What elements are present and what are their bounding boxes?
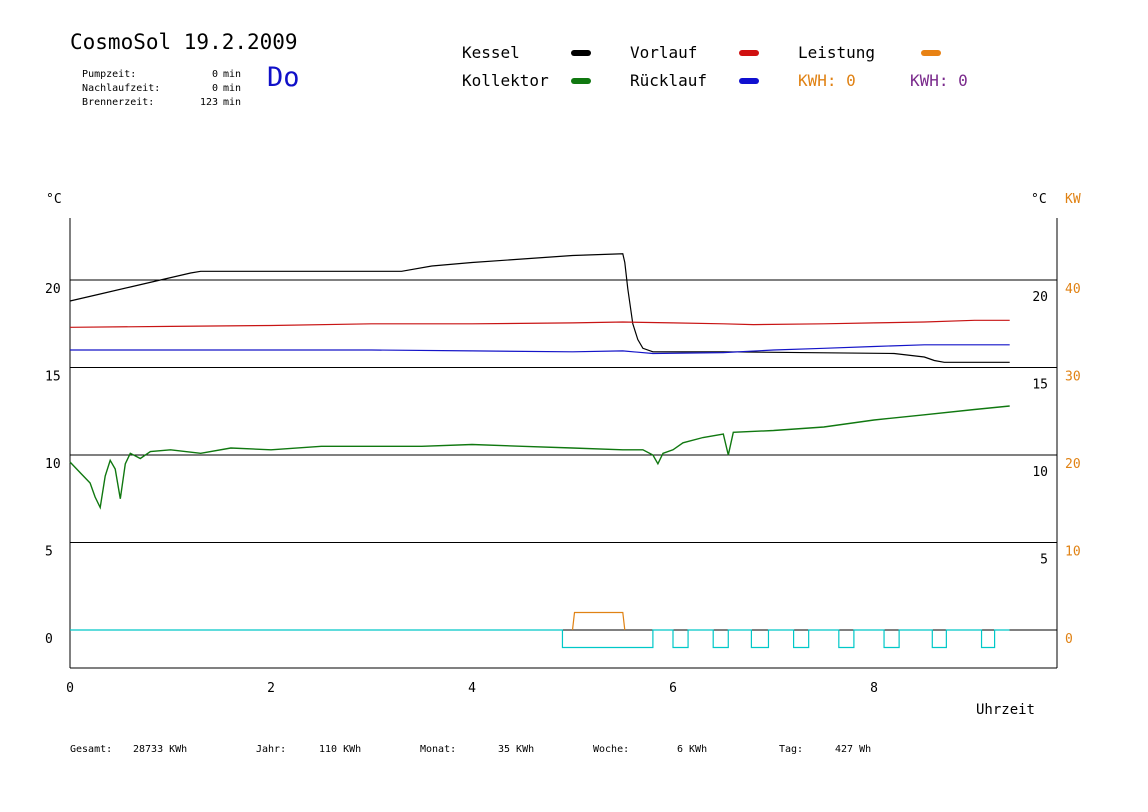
y-tick-left-5: 5: [45, 545, 53, 560]
footer-tag-label: Tag:: [779, 744, 804, 755]
y-tick-left-0: 0: [45, 632, 53, 647]
legend-ruecklauf-swatch: [739, 78, 759, 84]
y-tick-left-10: 10: [45, 457, 61, 472]
y-tick-right-15: 15: [1032, 378, 1048, 393]
stat-brennerzeit: Brennerzeit: 123 min: [70, 86, 241, 108]
footer-gesamt-value: 28733 KWh: [133, 744, 188, 755]
legend-leistung-label: Leistung: [798, 43, 876, 62]
y-tick-kw-30: 30: [1065, 370, 1081, 385]
stat-unit: min: [223, 83, 242, 94]
stat-label: Pumpzeit:: [82, 69, 137, 80]
x-tick-6: 6: [669, 681, 677, 696]
y-tick-left-15: 15: [45, 370, 61, 385]
ylabel-right: °C: [1031, 192, 1047, 207]
footer-woche-value: 6 KWh: [677, 744, 708, 755]
series-vorlauf: [69, 319, 1010, 328]
footer-monat-value: 35 KWh: [498, 744, 535, 755]
stat-label: Brennerzeit:: [82, 97, 155, 108]
footer-monat-label: Monat:: [420, 744, 457, 755]
series-ruecklauf: [70, 344, 1010, 355]
y-tick-right-10: 10: [1032, 465, 1048, 480]
stat-value: 123: [199, 97, 218, 108]
stat-nachlaufzeit: Nachlaufzeit: 0 min: [70, 72, 241, 94]
footer-jahr-value: 110 KWh: [319, 744, 362, 755]
legend-kwh-orange: KWH: 0: [798, 71, 856, 90]
y-tick-kw-40: 40: [1065, 282, 1081, 297]
stat-label: Nachlaufzeit:: [82, 83, 161, 94]
footer-jahr-label: Jahr:: [256, 744, 287, 755]
footer-woche-label: Woche:: [593, 744, 630, 755]
ylabel-left: °C: [46, 192, 62, 207]
series-pumpe: [70, 629, 1010, 649]
footer-gesamt-label: Gesamt:: [70, 744, 113, 755]
y-tick-left-20: 20: [45, 282, 61, 297]
stat-value: 0: [211, 83, 218, 94]
stat-unit: min: [223, 69, 242, 80]
legend-ruecklauf-label: Rücklauf: [630, 71, 708, 90]
y-tick-kw-10: 10: [1065, 545, 1081, 560]
stat-pumpzeit: Pumpzeit: 0 min: [70, 58, 241, 80]
x-tick-0: 0: [66, 681, 74, 696]
y-tick-right-20: 20: [1032, 290, 1048, 305]
series-leistung: [571, 611, 626, 631]
x-tick-2: 2: [267, 681, 275, 696]
x-axis-label: Uhrzeit: [976, 702, 1035, 718]
legend-kwh-purple: KWH: 0: [910, 71, 968, 90]
legend-kollektor-label: Kollektor: [462, 71, 549, 90]
legend-kollektor-swatch: [571, 78, 591, 84]
x-tick-8: 8: [870, 681, 878, 696]
legend-vorlauf-label: Vorlauf: [630, 43, 698, 62]
series-kollektor: [69, 405, 1010, 510]
footer-tag-value: 427 Wh: [835, 744, 872, 755]
y-tick-kw-20: 20: [1065, 457, 1081, 472]
legend-vorlauf-swatch: [739, 50, 759, 56]
x-tick-4: 4: [468, 681, 476, 696]
legend-leistung-swatch: [921, 50, 941, 56]
ylabel-right-kw: KW: [1065, 192, 1081, 207]
legend-kessel-swatch: [571, 50, 591, 56]
y-tick-right-5: 5: [1040, 553, 1048, 568]
stat-unit: min: [223, 97, 242, 108]
weekday-label: Do: [267, 62, 300, 93]
chart-title: CosmoSol 19.2.2009: [70, 30, 298, 54]
stat-value: 0: [211, 69, 218, 80]
y-tick-kw-0: 0: [1065, 632, 1073, 647]
series-kessel: [69, 253, 1010, 363]
legend-kessel-label: Kessel: [462, 43, 520, 62]
